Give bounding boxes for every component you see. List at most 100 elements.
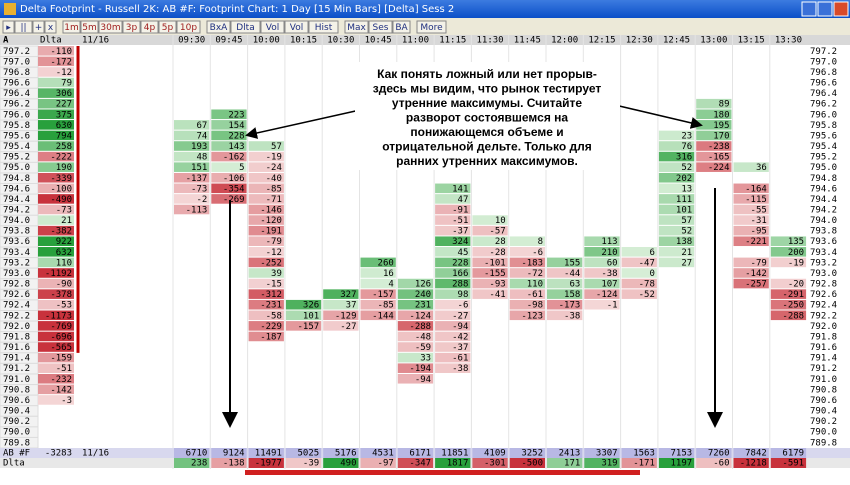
footprint-cell [733,257,769,268]
maximize[interactable] [817,1,833,17]
footprint-cell [584,299,620,310]
toolbar-button[interactable] [98,20,123,34]
toolbar-button-label: 10p [180,23,197,33]
delta-cell [285,458,322,468]
toolbar-button[interactable] [260,20,285,34]
delta-value: 1197 [671,459,693,469]
toolbar-button[interactable] [416,20,447,34]
toolbar-button[interactable] [284,20,309,34]
toolbar-button[interactable] [308,20,339,34]
profile-delta-value: 922 [56,237,72,247]
delta-cell [770,458,807,468]
toolbar-button[interactable] [230,20,261,34]
footprint-value: 16 [383,269,394,279]
footprint-value: -221 [745,237,767,247]
footprint-cell [658,194,695,204]
footprint-value: -79 [266,237,282,247]
delta-value: -347 [409,459,431,469]
footprint-value: 260 [378,258,394,268]
price-label-right: 795.8 [810,121,837,131]
footprint-cell [211,141,247,151]
price-label: 790.0 [3,428,30,438]
time-label: 11:45 [514,36,541,46]
footprint-cell [435,236,471,247]
toolbar-button[interactable] [14,20,33,34]
footprint-cell [770,257,807,268]
price-label-right: 790.6 [810,396,837,406]
volume-value: 7260 [708,449,730,459]
footprint-cell [360,310,396,321]
delta-value: -39 [303,459,319,469]
footprint-value: 39 [271,269,282,279]
footprint-value: -155 [484,269,506,279]
footprint-cell [696,120,732,130]
footprint-value: -124 [409,311,431,321]
footprint-cell [658,162,695,172]
footprint-cell [397,289,434,299]
footprint-value: -6 [458,301,469,311]
footprint-value: -37 [452,343,468,353]
footprint-cell [696,162,732,172]
profile-delta-value: -382 [50,227,72,237]
footprint-value: -59 [415,343,431,353]
price-label-right: 792.0 [810,322,837,332]
time-label: 12:45 [663,36,690,46]
footprint-cell [733,278,769,289]
footprint-cell [211,194,247,204]
toolbar-button[interactable] [80,20,99,34]
price-label: 790.6 [3,396,30,406]
footprint-cell [285,299,322,310]
profile-delta-cell [38,162,74,172]
toolbar-button[interactable] [140,20,159,34]
toolbar-button[interactable] [158,20,177,34]
footprint-value: 111 [676,195,692,205]
delta-header: Dlta [40,36,62,46]
toolbar-button[interactable] [44,20,57,34]
delta-cell [248,458,284,468]
footprint-value: 5 [239,163,244,173]
footprint-value: -38 [452,364,468,374]
footprint-cell [658,151,695,162]
profile-delta-value: -90 [56,280,72,290]
footprint-value: 126 [415,280,431,290]
delta-value: -500 [521,459,543,469]
profile-delta-cell [38,342,74,352]
footprint-cell [248,204,284,215]
footprint-cell [472,289,508,299]
toolbar-button[interactable] [392,20,411,34]
toolbar-button[interactable] [2,20,15,34]
footprint-value: -73 [191,184,207,194]
toolbar-button[interactable] [344,20,369,34]
toolbar-button[interactable] [206,20,231,34]
toolbar-button-label: Vol [266,23,279,33]
price-label-right: 793.8 [810,227,837,237]
price-label: 794.4 [3,195,30,205]
footprint-cell [435,331,471,342]
footprint-cell [435,257,471,268]
price-label: 793.4 [3,248,30,258]
toolbar-button[interactable] [368,20,393,34]
time-label: 13:15 [738,36,765,46]
toolbar-button[interactable] [176,20,201,34]
toolbar-button[interactable] [122,20,141,34]
profile-delta-cell [38,120,74,130]
footprint-cell [323,310,359,321]
delta-cell [360,458,396,468]
toolbar-button[interactable] [32,20,45,34]
price-label-right: 790.4 [810,407,837,417]
profile-delta-cell [38,373,74,384]
close[interactable] [833,1,849,17]
footprint-cell [658,183,695,194]
toolbar-button[interactable] [62,20,81,34]
footprint-value: 8 [538,237,543,247]
footprint-cell [472,278,508,289]
price-label: 790.2 [3,417,30,427]
session-delta: -3283 [45,449,72,459]
footprint-value: -238 [708,142,730,152]
footprint-value: 316 [676,153,692,163]
price-label-right: 796.0 [810,110,837,120]
footprint-value: 135 [788,237,804,247]
footprint-cell [174,120,210,130]
minimize[interactable] [801,1,817,17]
